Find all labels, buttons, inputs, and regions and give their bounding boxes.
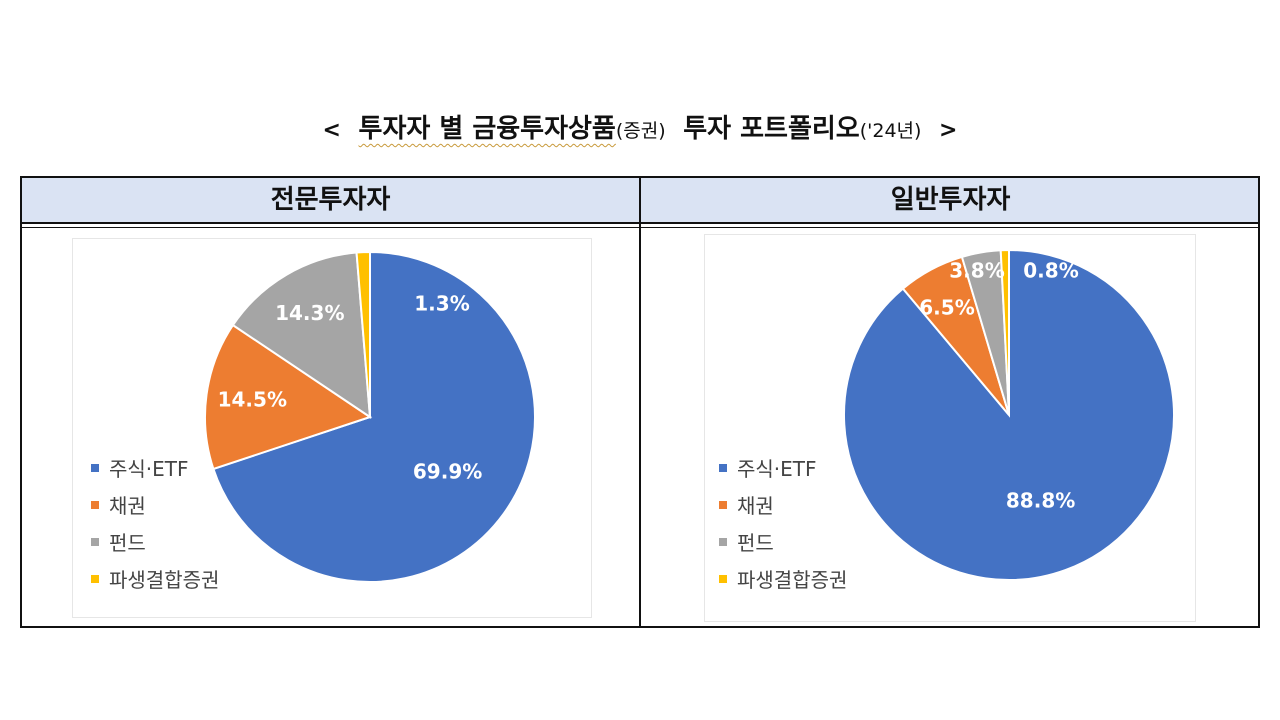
title-open-bracket: < xyxy=(322,118,341,143)
legend-label-stocks: 주식·ETF xyxy=(737,457,817,481)
label-derivatives: 0.8% xyxy=(1023,259,1078,283)
title-close-bracket: > xyxy=(939,118,958,143)
label-derivatives: 1.3% xyxy=(414,292,469,316)
title-sub: (증권) xyxy=(615,120,666,142)
legend-label-funds: 펀드 xyxy=(109,531,146,555)
label-bonds: 14.5% xyxy=(218,388,287,412)
legend-label-bonds: 채권 xyxy=(109,494,146,518)
pie-chart-general: 88.8% 6.5% 3.8% 0.8% xyxy=(843,248,1175,581)
legend-label-derivatives: 파생결합증권 xyxy=(737,568,848,592)
page-title: < 투자자 별 금융투자상품(증권) 투자 포트폴리오('24년) > xyxy=(0,108,1280,145)
legend-label-stocks: 주식·ETF xyxy=(109,457,189,481)
header-professional-investors: 전문투자자 xyxy=(270,185,391,215)
slice-funds xyxy=(231,251,372,419)
legend-item-funds: 펀드 xyxy=(91,523,219,560)
chart-panel-professional: 69.9% 14.5% 14.3% 1.3% 주식·ETF 채권 펀드 파생결합증권 xyxy=(72,238,592,618)
legend-swatch-bonds xyxy=(91,500,99,509)
legend-swatch-derivatives xyxy=(91,574,99,583)
legend-general: 주식·ETF 채권 펀드 파생결합증권 xyxy=(719,449,847,597)
slice-derivatives xyxy=(999,248,1010,416)
comparison-table: 전문투자자 일반투자자 69.9% 14.5% 14.3% 1.3% 주식·ETF 채… xyxy=(20,176,1260,628)
slice-stocks-etf xyxy=(212,250,536,583)
legend-item-stocks: 주식·ETF xyxy=(719,449,847,486)
label-funds: 14.3% xyxy=(275,301,344,325)
chart-panel-general: 88.8% 6.5% 3.8% 0.8% 주식·ETF 채권 펀드 파생결합증권 xyxy=(704,234,1196,622)
title-year: ('24년) xyxy=(859,120,922,142)
legend-item-derivatives: 파생결합증권 xyxy=(91,560,219,597)
legend-professional: 주식·ETF 채권 펀드 파생결합증권 xyxy=(91,449,219,597)
legend-swatch-stocks xyxy=(91,463,99,472)
title-main2: 투자 포트폴리오 xyxy=(683,114,860,144)
legend-item-bonds: 채권 xyxy=(719,486,847,523)
pie-chart-professional: 69.9% 14.5% 14.3% 1.3% xyxy=(204,250,536,583)
legend-swatch-funds xyxy=(719,537,727,546)
legend-label-derivatives: 파생결합증권 xyxy=(109,568,220,592)
legend-label-bonds: 채권 xyxy=(737,494,774,518)
label-stocks-etf: 88.8% xyxy=(1006,488,1075,512)
legend-label-funds: 펀드 xyxy=(737,531,774,555)
legend-swatch-funds xyxy=(91,537,99,546)
label-stocks-etf: 69.9% xyxy=(413,460,482,484)
legend-swatch-stocks xyxy=(719,463,727,472)
legend-item-bonds: 채권 xyxy=(91,486,219,523)
header-general-investors: 일반투자자 xyxy=(890,185,1011,215)
label-bonds: 6.5% xyxy=(919,296,974,320)
legend-item-funds: 펀드 xyxy=(719,523,847,560)
legend-item-derivatives: 파생결합증권 xyxy=(719,560,847,597)
slice-bonds xyxy=(204,323,373,471)
column-divider xyxy=(639,178,641,626)
legend-swatch-bonds xyxy=(719,500,727,509)
legend-swatch-derivatives xyxy=(719,574,727,583)
label-funds: 3.8% xyxy=(949,259,1004,283)
legend-item-stocks: 주식·ETF xyxy=(91,449,219,486)
slice-derivatives xyxy=(355,250,371,418)
title-main: 투자자 별 금융투자상품 xyxy=(358,114,616,144)
